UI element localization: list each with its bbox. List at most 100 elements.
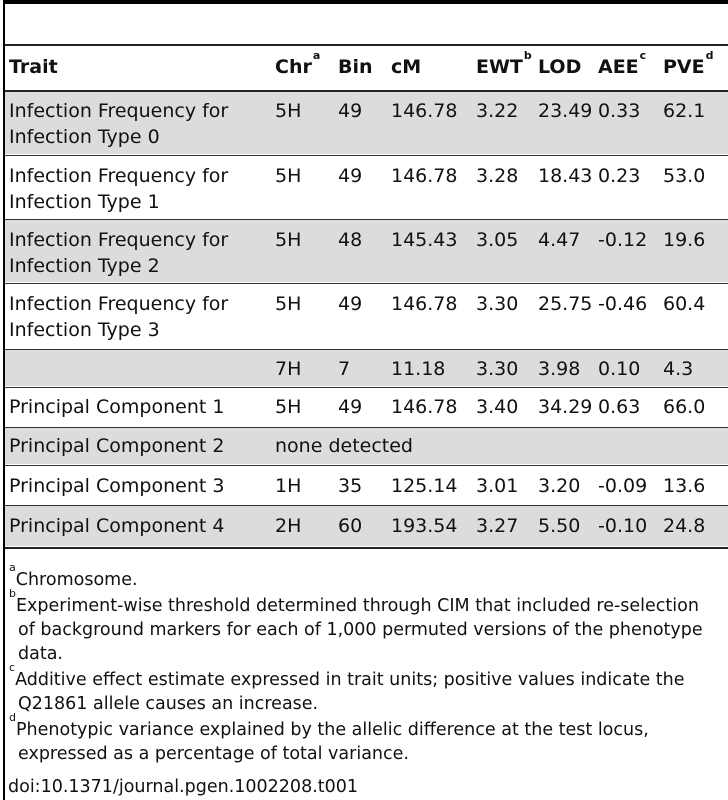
cell-ewt: 3.30 (476, 293, 519, 315)
cell-aee: -0.09 (598, 475, 648, 497)
table-row: Principal Component 2 none detected (5, 428, 728, 464)
cell-aee: 0.10 (598, 358, 641, 380)
row-divider (5, 349, 728, 350)
footnote-b: bExperiment-wise threshold determined th… (9, 587, 703, 664)
cell-lod: 3.20 (538, 475, 581, 497)
cell-trait: Infection Frequency for Infection Type 2 (9, 229, 229, 277)
header-cm: cM (391, 56, 422, 78)
cell-cm: 193.54 (391, 515, 458, 537)
table-row: Infection Frequency for Infection Type 0 … (5, 92, 728, 154)
table-row: Principal Component 1 5H 49 146.78 3.40 … (5, 388, 728, 426)
table-row: Principal Component 3 1H 35 125.14 3.01 … (5, 466, 728, 504)
row-divider (5, 387, 728, 388)
row-divider (5, 283, 728, 284)
header-top-rule (5, 44, 728, 46)
cell-ewt: 3.27 (476, 515, 519, 537)
cell-chr: 1H (275, 475, 302, 497)
table-row: 7H 7 11.18 3.30 3.98 0.10 4.3 (5, 350, 728, 386)
table-frame (3, 0, 728, 800)
footnote-c: cAdditive effect estimate expressed in t… (9, 661, 685, 714)
cell-lod: 18.43 (538, 165, 593, 187)
cell-cm: 125.14 (391, 475, 458, 497)
cell-lod: 23.49 (538, 100, 593, 122)
cell-chr: none detected (275, 435, 413, 457)
cell-bin: 49 (338, 165, 363, 187)
cell-aee: -0.10 (598, 515, 648, 537)
cell-pve: 66.0 (663, 396, 706, 418)
cell-chr: 5H (275, 229, 302, 251)
table-bottom-rule (5, 547, 728, 549)
cell-lod: 34.29 (538, 396, 593, 418)
cell-chr: 5H (275, 293, 302, 315)
cell-cm: 146.78 (391, 165, 458, 187)
cell-bin: 48 (338, 229, 363, 251)
table-row: Infection Frequency for Infection Type 2 … (5, 220, 728, 282)
header-row: Trait Chra Bin cM EWTb LOD AEEc PVEd (5, 50, 728, 84)
footnote-a: aChromosome. (9, 561, 138, 590)
header-lod: LOD (538, 56, 582, 78)
cell-ewt: 3.01 (476, 475, 519, 497)
header-trait: Trait (9, 56, 58, 78)
cell-ewt: 3.28 (476, 165, 519, 187)
cell-cm: 145.43 (391, 229, 458, 251)
cell-aee: -0.12 (598, 229, 648, 251)
row-divider (5, 219, 728, 220)
cell-lod: 25.75 (538, 293, 593, 315)
cell-trait: Principal Component 2 (9, 435, 225, 457)
doi-link[interactable]: doi:10.1371/journal.pgen.1002208.t001 (8, 777, 359, 797)
cell-ewt: 3.40 (476, 396, 519, 418)
cell-cm: 146.78 (391, 396, 458, 418)
cell-chr: 2H (275, 515, 302, 537)
cell-pve: 24.8 (663, 515, 706, 537)
cell-trait: Principal Component 1 (9, 396, 225, 418)
row-divider (5, 155, 728, 156)
cell-bin: 49 (338, 396, 363, 418)
footnotes: aChromosome. bExperiment-wise threshold … (8, 561, 726, 766)
cell-lod: 3.98 (538, 358, 581, 380)
cell-pve: 60.4 (663, 293, 706, 315)
table-row: Infection Frequency for Infection Type 1 … (5, 156, 728, 218)
cell-aee: -0.46 (598, 293, 648, 315)
cell-pve: 13.6 (663, 475, 706, 497)
header-bottom-rule (5, 90, 728, 92)
cell-aee: 0.23 (598, 165, 641, 187)
cell-bin: 7 (338, 358, 351, 380)
header-bin: Bin (338, 56, 373, 78)
cell-ewt: 3.30 (476, 358, 519, 380)
header-chr: Chra (275, 48, 321, 78)
cell-pve: 53.0 (663, 165, 706, 187)
cell-ewt: 3.05 (476, 229, 519, 251)
header-aee: AEEc (598, 48, 647, 78)
cell-bin: 49 (338, 100, 363, 122)
cell-trait: Infection Frequency for Infection Type 1 (9, 165, 229, 213)
cell-trait: Principal Component 4 (9, 515, 225, 537)
cell-lod: 5.50 (538, 515, 581, 537)
cell-aee: 0.63 (598, 396, 641, 418)
cell-chr: 7H (275, 358, 302, 380)
cell-cm: 11.18 (391, 358, 446, 380)
cell-bin: 60 (338, 515, 363, 537)
row-divider (5, 465, 728, 466)
row-divider (5, 505, 728, 506)
cell-cm: 146.78 (391, 100, 458, 122)
cell-pve: 4.3 (663, 358, 694, 380)
table-row: Principal Component 4 2H 60 193.54 3.27 … (5, 506, 728, 546)
cell-trait: Infection Frequency for Infection Type 3 (9, 293, 229, 341)
cell-chr: 5H (275, 396, 302, 418)
cell-bin: 49 (338, 293, 363, 315)
cell-cm: 146.78 (391, 293, 458, 315)
cell-pve: 19.6 (663, 229, 706, 251)
cell-pve: 62.1 (663, 100, 706, 122)
cell-chr: 5H (275, 165, 302, 187)
header-pve: PVEd (663, 48, 714, 78)
header-ewt: EWTb (476, 48, 532, 78)
cell-trait: Infection Frequency for Infection Type 0 (9, 100, 229, 148)
cell-aee: 0.33 (598, 100, 641, 122)
cell-trait: Principal Component 3 (9, 475, 225, 497)
cell-chr: 5H (275, 100, 302, 122)
cell-lod: 4.47 (538, 229, 581, 251)
cell-bin: 35 (338, 475, 363, 497)
table-row: Infection Frequency for Infection Type 3 … (5, 284, 728, 346)
row-divider (5, 427, 728, 428)
cell-ewt: 3.22 (476, 100, 519, 122)
